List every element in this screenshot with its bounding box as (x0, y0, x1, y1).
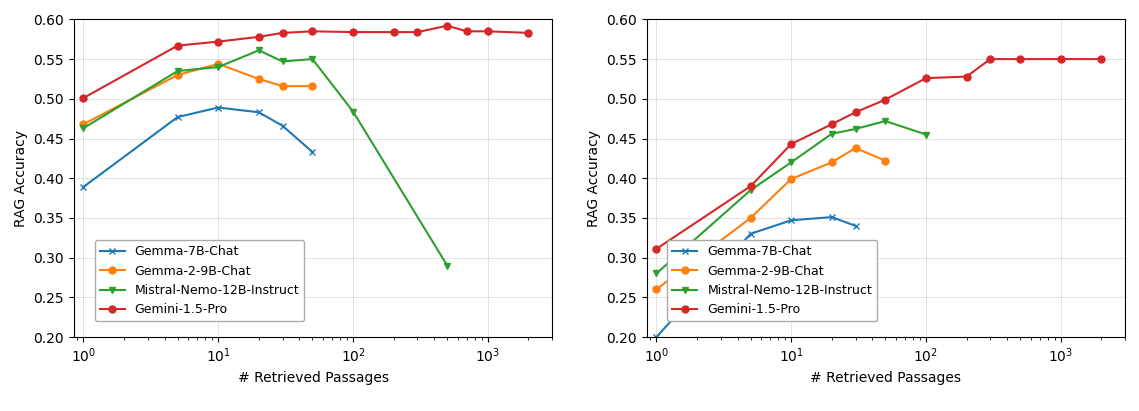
Gemma-7B-Chat (212, 105, 226, 110)
Gemini-1.5-Pro (825, 122, 838, 127)
Gemma-2-9B-Chat (212, 61, 226, 66)
Gemini-1.5-Pro (305, 29, 319, 34)
Gemma-2-9B-Chat (305, 83, 319, 88)
Gemini-1.5-Pro (849, 110, 862, 115)
Mistral-Nemo-12B-Instruct (849, 127, 862, 132)
Mistral-Nemo-12B-Instruct (878, 118, 892, 123)
Legend: Gemma-7B-Chat, Gemma-2-9B-Chat, Mistral-Nemo-12B-Instruct, Gemini-1.5-Pro: Gemma-7B-Chat, Gemma-2-9B-Chat, Mistral-… (667, 240, 877, 321)
Mistral-Nemo-12B-Instruct (252, 48, 265, 53)
Gemini-1.5-Pro (387, 30, 401, 35)
Gemini-1.5-Pro (1095, 57, 1108, 62)
Gemini-1.5-Pro (460, 29, 474, 34)
Gemini-1.5-Pro (522, 30, 535, 35)
Mistral-Nemo-12B-Instruct (171, 69, 185, 74)
Gemma-2-9B-Chat (849, 145, 862, 150)
Gemma-2-9B-Chat (171, 72, 185, 77)
Gemma-2-9B-Chat (825, 160, 838, 165)
Gemma-7B-Chat (849, 224, 862, 229)
Gemma-7B-Chat (76, 185, 90, 189)
Line: Gemini-1.5-Pro: Gemini-1.5-Pro (80, 22, 532, 102)
Gemma-7B-Chat (785, 218, 798, 223)
Gemini-1.5-Pro (171, 43, 185, 48)
Gemma-7B-Chat (276, 123, 289, 128)
Y-axis label: RAG Accuracy: RAG Accuracy (14, 130, 27, 227)
Gemini-1.5-Pro (76, 95, 90, 100)
Y-axis label: RAG Accuracy: RAG Accuracy (587, 130, 601, 227)
Gemma-7B-Chat (171, 115, 185, 120)
Gemini-1.5-Pro (1054, 57, 1067, 62)
X-axis label: # Retrieved Passages: # Retrieved Passages (238, 371, 388, 385)
Mistral-Nemo-12B-Instruct (346, 109, 360, 114)
Mistral-Nemo-12B-Instruct (441, 263, 454, 268)
Line: Gemini-1.5-Pro: Gemini-1.5-Pro (653, 55, 1105, 252)
Line: Mistral-Nemo-12B-Instruct: Mistral-Nemo-12B-Instruct (653, 118, 929, 277)
Gemini-1.5-Pro (212, 39, 226, 44)
Mistral-Nemo-12B-Instruct (825, 131, 838, 136)
Gemini-1.5-Pro (441, 23, 454, 28)
Mistral-Nemo-12B-Instruct (785, 160, 798, 165)
Gemini-1.5-Pro (410, 30, 424, 35)
Gemini-1.5-Pro (1014, 57, 1027, 62)
Gemini-1.5-Pro (960, 74, 974, 79)
Gemma-2-9B-Chat (76, 122, 90, 127)
Mistral-Nemo-12B-Instruct (76, 126, 90, 131)
Mistral-Nemo-12B-Instruct (919, 132, 933, 137)
Gemini-1.5-Pro (919, 76, 933, 81)
Gemma-2-9B-Chat (785, 177, 798, 182)
Legend: Gemma-7B-Chat, Gemma-2-9B-Chat, Mistral-Nemo-12B-Instruct, Gemini-1.5-Pro: Gemma-7B-Chat, Gemma-2-9B-Chat, Mistral-… (95, 240, 304, 321)
Gemma-2-9B-Chat (744, 215, 757, 220)
Gemini-1.5-Pro (744, 184, 757, 189)
Gemma-7B-Chat (744, 231, 757, 236)
Gemini-1.5-Pro (252, 35, 265, 39)
Mistral-Nemo-12B-Instruct (744, 188, 757, 193)
Gemma-2-9B-Chat (649, 287, 663, 292)
Line: Gemma-7B-Chat: Gemma-7B-Chat (80, 104, 316, 190)
Mistral-Nemo-12B-Instruct (305, 57, 319, 62)
Gemini-1.5-Pro (481, 29, 494, 34)
Line: Gemma-2-9B-Chat: Gemma-2-9B-Chat (653, 145, 888, 293)
Line: Mistral-Nemo-12B-Instruct: Mistral-Nemo-12B-Instruct (80, 47, 451, 269)
Gemma-7B-Chat (825, 215, 838, 219)
Line: Gemma-2-9B-Chat: Gemma-2-9B-Chat (80, 60, 316, 128)
Gemini-1.5-Pro (346, 30, 360, 35)
Gemma-2-9B-Chat (276, 83, 289, 88)
Gemma-7B-Chat (305, 150, 319, 155)
Gemini-1.5-Pro (276, 30, 289, 35)
Gemma-2-9B-Chat (878, 158, 892, 163)
Gemma-2-9B-Chat (252, 76, 265, 81)
Mistral-Nemo-12B-Instruct (649, 271, 663, 276)
Gemini-1.5-Pro (878, 97, 892, 102)
Gemma-7B-Chat (649, 335, 663, 339)
Gemma-7B-Chat (252, 110, 265, 115)
X-axis label: # Retrieved Passages: # Retrieved Passages (811, 371, 961, 385)
Mistral-Nemo-12B-Instruct (276, 59, 289, 64)
Gemini-1.5-Pro (983, 57, 997, 62)
Line: Gemma-7B-Chat: Gemma-7B-Chat (653, 214, 859, 340)
Mistral-Nemo-12B-Instruct (212, 65, 226, 69)
Gemini-1.5-Pro (785, 142, 798, 147)
Gemini-1.5-Pro (649, 247, 663, 252)
